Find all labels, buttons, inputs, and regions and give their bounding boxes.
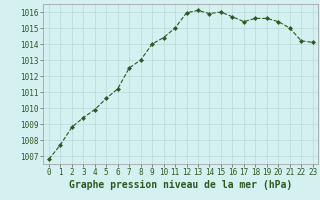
X-axis label: Graphe pression niveau de la mer (hPa): Graphe pression niveau de la mer (hPa): [69, 180, 292, 190]
